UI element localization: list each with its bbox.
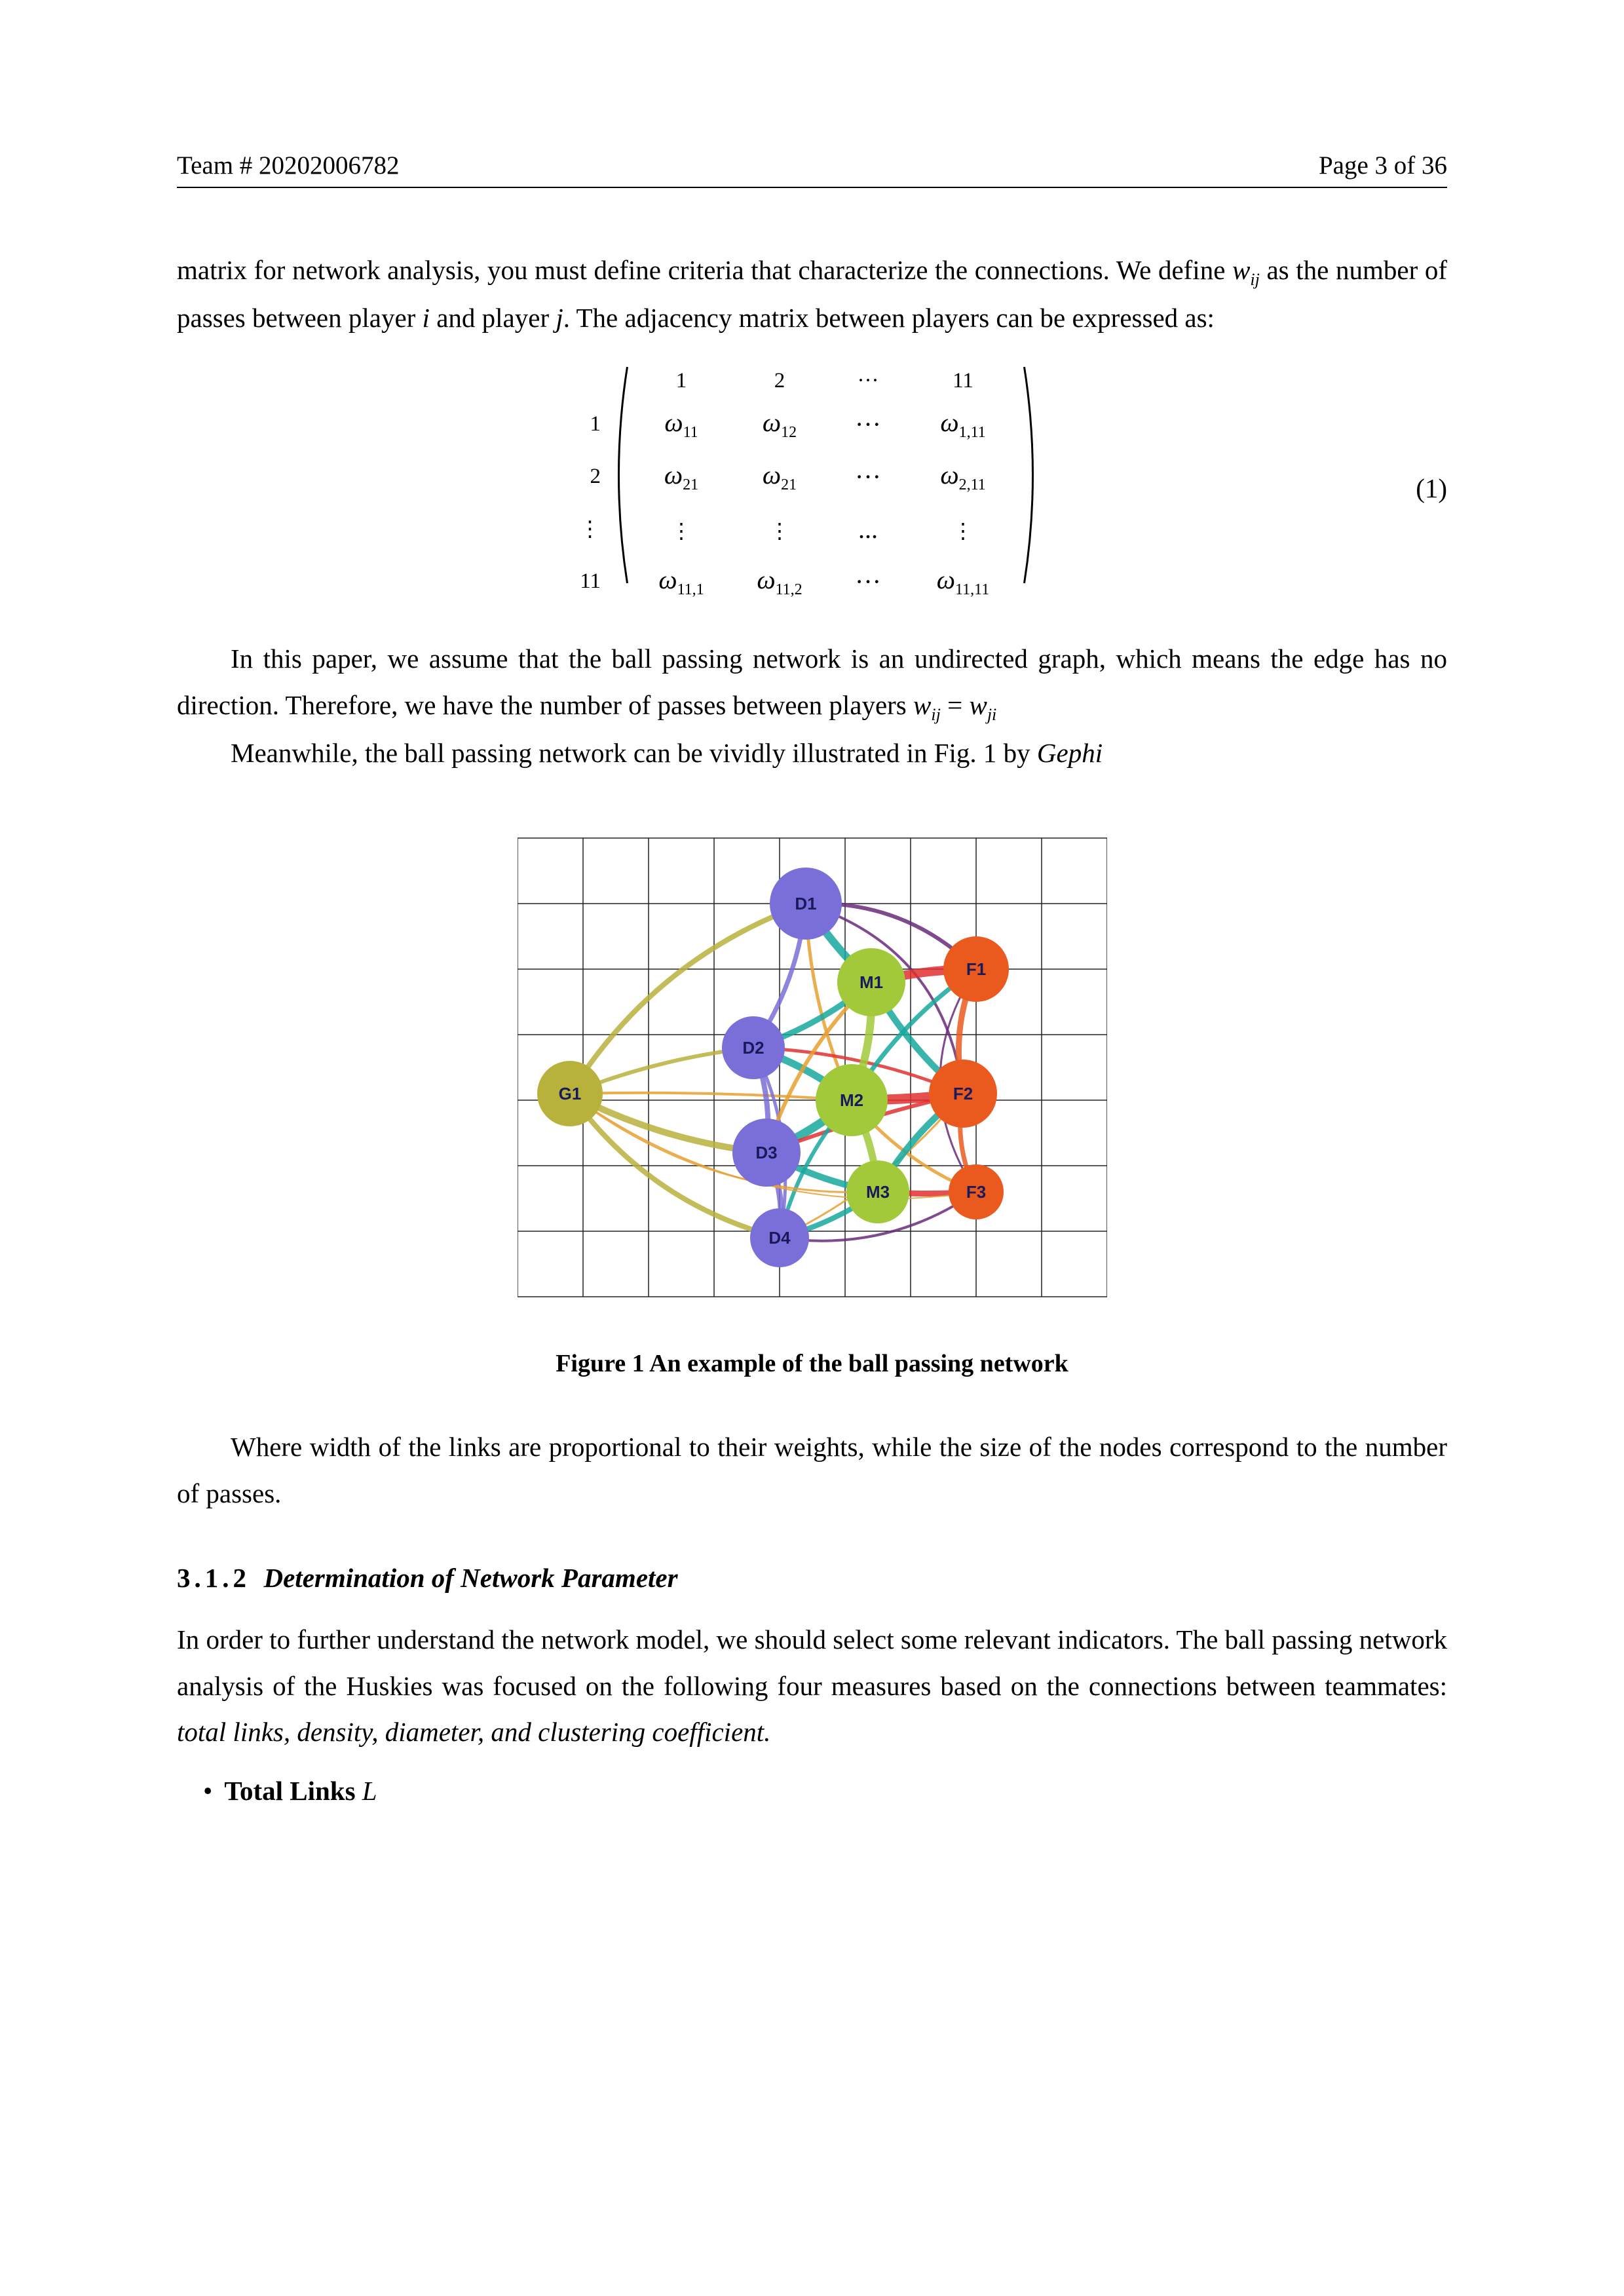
svg-text:M1: M1 (859, 972, 882, 992)
svg-text:F2: F2 (953, 1084, 972, 1103)
matrix-row-label: ⋮ (579, 503, 601, 555)
svg-text:M2: M2 (839, 1090, 863, 1110)
matrix-row: ω11ω12···ω1,11 (632, 398, 1019, 450)
bullet-total-links: • Total Links L (203, 1775, 1447, 1807)
page-header: Team # 20202006782 Page 3 of 36 (177, 151, 1447, 188)
matrix-cell: ω21 (632, 459, 730, 494)
matrix-cell: ω11 (632, 407, 730, 442)
svg-text:F1: F1 (966, 959, 985, 979)
page-container: Team # 20202006782 Page 3 of 36 matrix f… (0, 0, 1624, 1938)
svg-text:D1: D1 (795, 894, 816, 913)
matrix-rows: ω11ω12···ω1,11ω21ω21···ω2,11⋮⋮...⋮ω11,1ω… (632, 398, 1019, 607)
matrix-body: 12···11 ω11ω12···ω1,11ω21ω21···ω2,11⋮⋮..… (632, 364, 1019, 607)
matrix-row: ω21ω21···ω2,11 (632, 450, 1019, 503)
para3b-gephi: Gephi (1037, 738, 1103, 768)
equation-1: 12⋮11 12···11 ω11ω12···ω1,11ω21ω21···ω2,… (177, 364, 1447, 613)
matrix-col-labels: 12···11 (632, 364, 1019, 398)
section-title: Determination of Network Parameter (264, 1563, 678, 1593)
var-i: i (423, 303, 430, 333)
figure-1: G1 D1 D2 D3 D4 M1 M2 M3 F1 F2 F3 Figure 1 An examp… (177, 818, 1447, 1378)
para1-text: matrix for network analysis, you must de… (177, 255, 1232, 285)
matrix-col-label: 2 (730, 364, 829, 398)
var-j: j (556, 303, 563, 333)
matrix-row-label: 2 (579, 450, 601, 503)
svg-text:D3: D3 (755, 1143, 777, 1162)
svg-text:D2: D2 (742, 1038, 764, 1058)
para1c-text: and player (430, 303, 556, 333)
header-page: Page 3 of 36 (1319, 151, 1447, 180)
bullet1a-bold: Total Links (224, 1776, 362, 1806)
matrix-wrap: 12⋮11 12···11 ω11ω12···ω1,11ω21ω21···ω2,… (579, 364, 1045, 607)
bullet-text: Total Links L (224, 1775, 377, 1807)
paragraph-3: Meanwhile, the ball passing network can … (177, 730, 1447, 776)
figure-container: G1 D1 D2 D3 D4 M1 M2 M3 F1 F2 F3 (518, 818, 1107, 1316)
para3a-text: Meanwhile, the ball passing network can … (231, 738, 1037, 768)
var-wij-2: wij (913, 690, 941, 720)
figure-caption: Figure 1 An example of the ball passing … (177, 1349, 1447, 1378)
paren-right (1019, 364, 1045, 586)
bullet-dot-icon: • (203, 1775, 212, 1807)
para5a-text: In order to further understand the netwo… (177, 1624, 1447, 1701)
matrix-row: ω11,1ω11,2···ω11,11 (632, 555, 1019, 607)
paragraph-2: In this paper, we assume that the ball p… (177, 636, 1447, 729)
var-wij: wij (1232, 255, 1260, 285)
section-number: 3.1.2 (177, 1563, 250, 1593)
matrix-cell: ω11,11 (907, 564, 1019, 599)
network-graph: G1 D1 D2 D3 D4 M1 M2 M3 F1 F2 F3 (518, 818, 1107, 1316)
var-wij-sub: ij (1250, 270, 1259, 289)
matrix-cell: ⋮ (907, 514, 1019, 545)
header-team: Team # 20202006782 (177, 151, 400, 180)
matrix-cell: ··· (829, 409, 907, 440)
para1d-text: . The adjacency matrix between players c… (563, 303, 1215, 333)
matrix-cell: ω2,11 (907, 459, 1019, 494)
svg-text:M3: M3 (865, 1182, 889, 1202)
matrix-row: ⋮⋮...⋮ (632, 503, 1019, 555)
matrix-row-label: 1 (579, 398, 601, 450)
matrix-cell: ··· (829, 566, 907, 597)
svg-text:G1: G1 (558, 1084, 581, 1103)
paragraph-5: In order to further understand the netwo… (177, 1617, 1447, 1755)
var-wji: wji (969, 690, 996, 720)
para5b-italic: total links, density, diameter, and clus… (177, 1717, 770, 1747)
equation-number: (1) (1416, 472, 1447, 504)
matrix-cell: ω21 (730, 459, 829, 494)
para2a-text: In this paper, we assume that the ball p… (177, 643, 1447, 720)
paren-left (606, 364, 632, 586)
matrix-col-label: 11 (907, 364, 1019, 398)
svg-text:F3: F3 (966, 1182, 985, 1202)
section-heading: 3.1.2 Determination of Network Parameter (177, 1562, 1447, 1594)
matrix-cell: ω1,11 (907, 407, 1019, 442)
para2-eq: = (941, 690, 970, 720)
bullet1b-var: L (362, 1776, 377, 1806)
matrix-row-label: 11 (579, 555, 601, 607)
matrix-cell: ⋮ (632, 514, 730, 545)
svg-text:D4: D4 (768, 1228, 791, 1248)
matrix-cell: ω12 (730, 407, 829, 442)
paragraph-1: matrix for network analysis, you must de… (177, 247, 1447, 341)
matrix-row-labels: 12⋮11 (579, 364, 601, 607)
matrix-cell: ω11,2 (730, 564, 829, 599)
matrix-cell: ··· (829, 461, 907, 492)
matrix-cell: ... (829, 514, 907, 545)
matrix-col-label: ··· (829, 364, 907, 398)
matrix-col-label: 1 (632, 364, 730, 398)
matrix-cell: ⋮ (730, 514, 829, 545)
matrix-cell: ω11,1 (632, 564, 730, 599)
paragraph-4: Where width of the links are proportiona… (177, 1424, 1447, 1516)
